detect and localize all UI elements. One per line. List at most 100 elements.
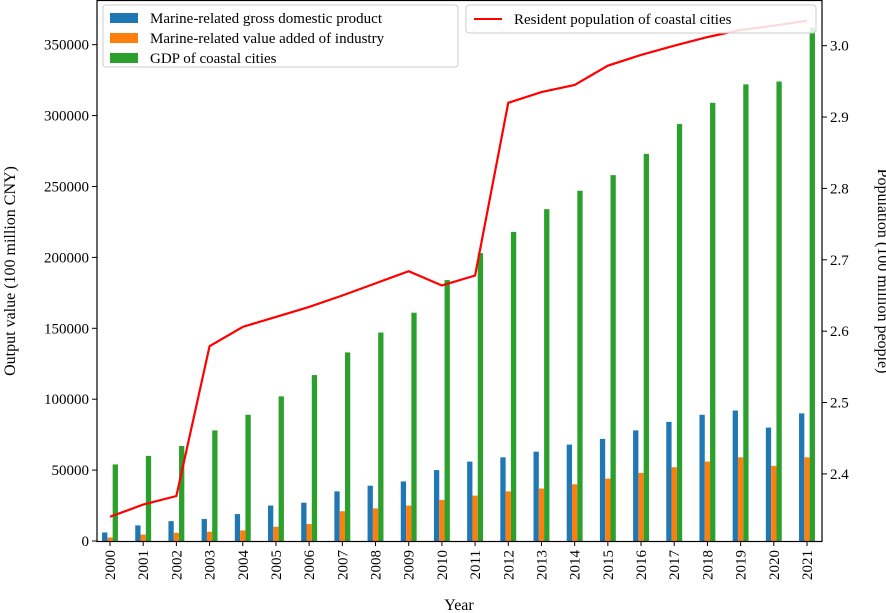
bar-2008-s2: [378, 332, 384, 541]
bar-2006-s1: [306, 523, 312, 541]
bar-2012-s2: [510, 231, 517, 541]
bar-2020-s1: [771, 465, 777, 541]
bar-2015-s0: [599, 438, 606, 541]
bar-2013-s0: [533, 451, 539, 541]
bar-2009-s0: [400, 481, 407, 541]
x-tick-label: 2017: [667, 550, 683, 581]
bar-2010-s1: [439, 499, 445, 541]
bar-2010-s0: [433, 470, 440, 541]
x-tick-label: 2005: [269, 550, 285, 580]
x-tick-label: 2018: [700, 550, 716, 580]
bar-2000-s1: [107, 537, 113, 541]
legend-label: Resident population of coastal cities: [514, 12, 732, 28]
y-axis-label: Output value (100 million CNY): [2, 166, 19, 376]
bar-2007-s0: [334, 491, 340, 541]
bar-2001-s1: [140, 534, 146, 541]
bar-2009-s2: [411, 312, 417, 541]
legend-label: Marine-related value added of industry: [150, 31, 385, 47]
bar-2019-s0: [732, 410, 738, 541]
bar-2003-s1: [206, 531, 213, 541]
bar-2012-s0: [500, 457, 506, 541]
y-tick-label: 100000: [44, 392, 89, 408]
bar-2014-s0: [566, 444, 573, 541]
y2-tick-label: 2.6: [830, 324, 849, 340]
bar-2016-s1: [638, 472, 644, 541]
y-tick-label: 250000: [44, 179, 89, 195]
x-tick-label: 2004: [236, 550, 252, 581]
x-tick-label: 2020: [767, 550, 783, 580]
legend-right: Resident population of coastal cities: [465, 4, 817, 34]
bar-2003-s0: [201, 519, 207, 541]
bar-2014-s1: [572, 484, 578, 541]
bar-2010-s2: [444, 280, 450, 541]
bar-2020-s2: [776, 81, 782, 541]
x-tick-label: 2008: [369, 550, 385, 580]
bar-2002-s2: [179, 445, 185, 541]
legend-label: GDP of coastal cities: [150, 51, 277, 67]
y2-tick-label: 3.0: [830, 39, 849, 55]
y2-tick-label: 2.7: [830, 253, 849, 269]
x-tick-label: 2019: [734, 550, 750, 580]
legend-swatch-marine-industry: [110, 33, 138, 43]
legend-swatch-marine-gdp: [110, 13, 138, 23]
y2-tick-label: 2.8: [830, 181, 849, 197]
y2-tick-label: 2.5: [830, 396, 849, 412]
x-tick-label: 2016: [634, 550, 650, 581]
bar-2018-s1: [704, 461, 711, 541]
bar-2003-s2: [212, 430, 218, 541]
y2-tick-label: 2.4: [830, 467, 849, 483]
population-line: [109, 19, 808, 518]
x-tick-label: 2007: [335, 550, 351, 581]
y-tick-label: 150000: [44, 321, 89, 337]
bar-2019-s1: [737, 457, 744, 541]
bar-2021-s2: [809, 27, 815, 541]
bar-2005-s1: [273, 526, 279, 541]
x-tick-label: 2013: [534, 550, 550, 580]
bar-2016-s2: [643, 153, 649, 542]
y-tick-label: 50000: [52, 463, 90, 479]
x-tick-label: 2010: [435, 550, 451, 580]
x-tick-label: 2014: [568, 550, 584, 581]
x-tick-label: 2012: [501, 550, 517, 580]
y2-axis-label: Population (100 million people): [874, 169, 886, 374]
bar-2001-s0: [135, 525, 141, 541]
bar-2000-s0: [102, 532, 108, 541]
bar-2015-s1: [605, 478, 611, 541]
bar-2011-s1: [472, 495, 478, 541]
bar-2021-s1: [804, 457, 810, 541]
x-tick-label: 2015: [601, 550, 617, 580]
bar-2001-s2: [145, 455, 152, 541]
x-tick-label: 2000: [103, 550, 119, 580]
bar-2015-s2: [610, 175, 616, 542]
bar-2012-s1: [505, 491, 511, 541]
bar-2014-s2: [577, 190, 583, 541]
x-tick-label: 2006: [302, 550, 318, 581]
bar-2004-s0: [234, 514, 241, 541]
bar-2018-s2: [710, 102, 716, 541]
x-tick-label: 2009: [402, 550, 418, 580]
legend-left: Marine-related gross domestic product Ma…: [102, 4, 459, 68]
bar-2000-s2: [112, 464, 118, 541]
bar-2008-s1: [372, 508, 379, 541]
bar-2007-s1: [339, 511, 345, 541]
bar-2016-s0: [633, 430, 639, 541]
bar-2011-s0: [467, 461, 473, 541]
bar-2017-s2: [676, 124, 683, 541]
bar-2017-s0: [666, 421, 672, 541]
bar-2006-s2: [311, 375, 318, 541]
x-tick-label: 2003: [203, 550, 219, 580]
y-tick-label: 350000: [44, 38, 89, 54]
plot-frame: [96, 0, 823, 543]
bar-2011-s2: [477, 253, 484, 542]
y-tick-label: 200000: [44, 250, 89, 266]
bar-2005-s0: [268, 505, 274, 541]
y2-tick-label: 2.9: [830, 110, 849, 126]
legend-swatch-coastal-gdp: [110, 53, 138, 63]
bar-2013-s1: [538, 488, 545, 541]
legend-label: Marine-related gross domestic product: [150, 11, 383, 27]
x-tick-label: 2021: [800, 550, 816, 580]
bar-2008-s0: [367, 485, 373, 541]
bar-2002-s1: [173, 532, 180, 541]
bar-2002-s0: [168, 521, 174, 541]
